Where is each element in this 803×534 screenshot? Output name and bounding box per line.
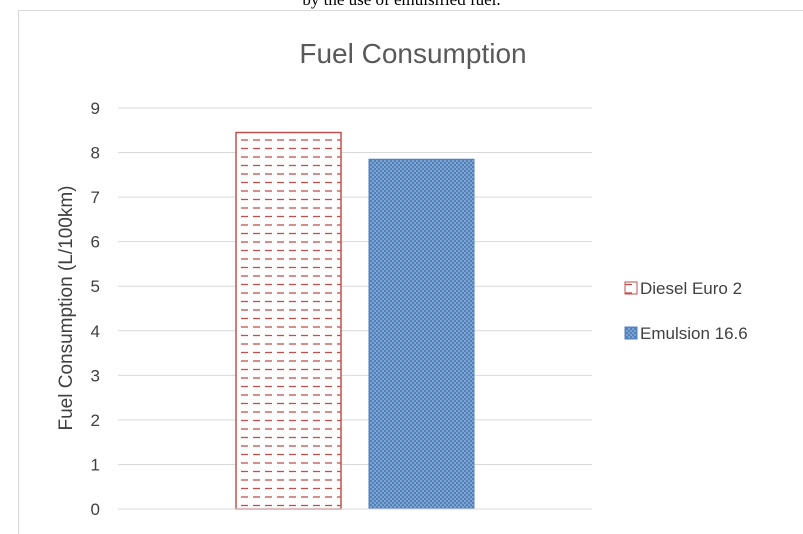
y-tick-label: 4 [91,322,100,341]
gridlines [118,107,592,465]
caption-fragment: by the use of emulsified fuel. [0,0,803,10]
legend-swatch [624,326,638,340]
y-tick-label: 0 [91,500,100,519]
y-tick-label: 1 [91,455,100,474]
legend-label: Emulsion 16.6 [640,324,748,343]
y-tick-label: 5 [91,277,100,296]
y-axis-title: Fuel Consumption (L/100km) [56,186,77,431]
legend: Diesel Euro 2 Emulsion 16.6 [624,279,748,343]
bar-emulsion-16-6 [368,158,475,510]
legend-swatch [624,281,638,295]
y-tick-label: 6 [91,233,100,252]
y-tick-labels: 0 1 2 3 4 5 6 7 8 9 [91,99,100,519]
chart-area-border [18,10,803,534]
y-tick-label: 2 [91,411,100,430]
y-tick-label: 8 [91,144,100,163]
bars [235,131,475,510]
y-tick-label: 9 [91,99,100,118]
legend-label: Diesel Euro 2 [640,279,742,298]
bar-diesel-euro-2 [235,131,342,510]
chart-title: Fuel Consumption [299,38,526,69]
y-tick-label: 3 [91,366,100,385]
y-tick-label: 7 [91,188,100,207]
